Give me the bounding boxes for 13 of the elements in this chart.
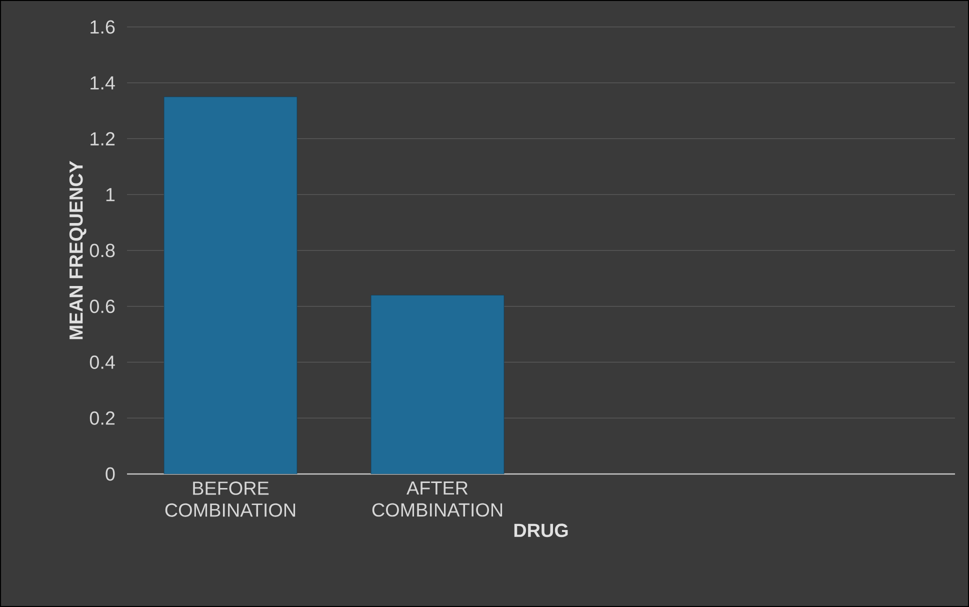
y-tick-label: 0 [106,467,115,481]
x-tick-label: AFTER COMBINATION [372,482,502,517]
y-tick-label: 1 [106,188,115,202]
y-tick-label: 1.2 [90,132,115,146]
y-axis-title: MEAN FREQUENCY [69,160,86,340]
y-tick-label: 0.4 [90,356,115,369]
y-tick-label: 1.4 [90,76,115,90]
y-tick-label: 0.2 [90,411,115,425]
y-tick-label: 0.6 [90,300,115,314]
y-tick-label: 0.8 [90,244,115,258]
x-axis-title: DRUG [514,524,568,538]
x-tick-label: BEFORE COMBINATION [165,482,296,517]
y-tick-label: 1.6 [90,20,115,34]
